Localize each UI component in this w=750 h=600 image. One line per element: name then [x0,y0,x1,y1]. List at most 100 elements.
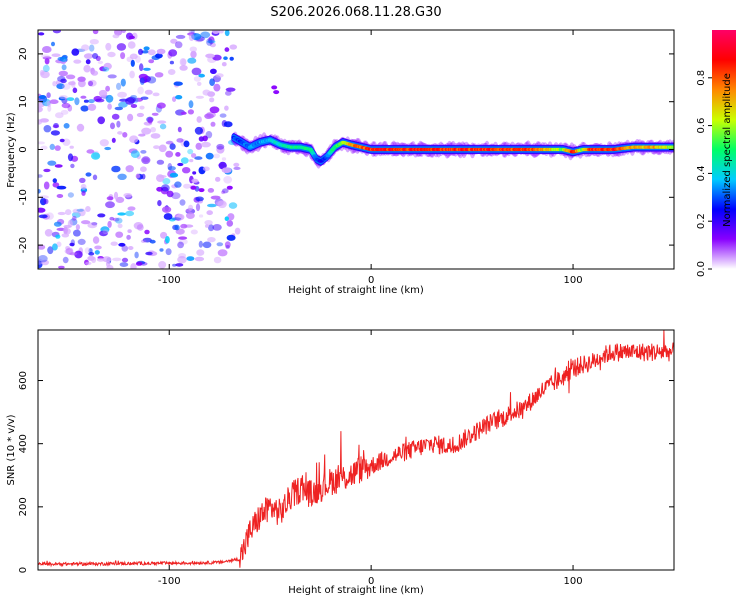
noise-blob [156,102,166,109]
noise-blob [89,39,99,45]
noise-blob [143,67,151,71]
noise-blob [148,59,155,64]
noise-blob [142,237,152,243]
noise-blob [119,262,129,267]
noise-blob [117,173,127,180]
noise-blob [91,222,98,226]
spectrogram-x-tick-label: -100 [158,275,181,286]
noise-blob [67,219,73,228]
noise-blob [121,30,126,34]
noise-blob [42,56,52,60]
noise-blob [46,92,51,99]
noise-blob [125,165,134,173]
noise-blob [87,255,95,261]
chart-title: S206.2026.068.11.28.G30 [270,5,441,20]
noise-blob [198,73,205,78]
noise-blob [165,236,170,244]
noise-blob [212,224,222,231]
noise-blob [191,153,197,158]
noise-blob [55,112,64,119]
noise-blob [115,196,125,203]
noise-blob [189,46,197,52]
noise-blob [47,160,57,166]
noise-blob [72,87,78,94]
noise-blob [271,85,278,90]
noise-blob [49,99,59,104]
noise-blob [169,172,179,178]
noise-blob [47,105,52,112]
noise-blob [127,113,134,122]
noise-blob [129,53,138,60]
noise-blob [177,126,182,133]
noise-blob [107,74,117,79]
snr-plot-area [38,330,674,570]
noise-blob [42,46,52,53]
noise-blob [102,66,110,72]
noise-blob [150,133,161,139]
snr-y-tick-label: 600 [18,371,29,390]
noise-blob [172,263,177,267]
noise-blob [209,106,220,114]
noise-blob [151,112,159,116]
noise-blob [225,87,236,92]
noise-blob [113,191,119,200]
noise-blob [74,250,83,259]
noise-blob [144,229,150,235]
noise-blob [190,185,197,190]
noise-blob [38,141,45,145]
noise-blob [80,105,89,112]
noise-blob [129,70,135,79]
noise-blob [130,59,135,67]
noise-blob [106,196,114,201]
snr-y-axis-label: SNR (10 * v/v) [6,414,17,485]
noise-blob [196,116,202,123]
noise-blob [226,185,233,190]
noise-blob [56,194,64,198]
noise-blob [200,31,211,39]
noise-blob [163,213,173,220]
noise-blob [222,188,229,194]
noise-blob [156,48,166,55]
noise-blob [102,256,112,263]
noise-blob [141,50,150,54]
noise-blob [140,96,149,100]
noise-blob [187,109,194,115]
noise-blob [72,215,77,221]
noise-blob [175,152,181,157]
noise-blob [213,256,222,264]
noise-blob [63,123,70,129]
noise-blob [111,165,121,173]
noise-blob [225,245,230,249]
noise-blob [125,97,135,105]
snr-x-tick-label: 100 [564,576,583,587]
noise-blob [109,216,115,221]
noise-blob [94,250,100,255]
spectrogram-trace [230,131,674,169]
noise-blob [91,152,101,160]
snr-x-ticks: -100 0 100 [158,330,583,587]
noise-blob [157,200,162,207]
noise-blob [149,239,156,244]
noise-blob [97,60,104,64]
noise-blob [188,204,194,211]
noise-blob [127,246,134,250]
noise-blob [181,59,187,66]
spectrogram-y-tick-label: -20 [18,237,29,253]
noise-blob [182,167,191,174]
noise-blob [130,150,140,159]
snr-panel: -100 0 100 0 200 400 600 Height of straight l… [6,329,675,596]
noise-blob [207,40,216,44]
noise-blob [61,233,70,238]
noise-blob [138,133,146,137]
noise-blob [196,249,205,256]
noise-blob [130,104,138,108]
noise-blob [49,143,55,150]
noise-blob [110,122,115,130]
noise-blob [98,89,108,97]
noise-blob [136,224,144,231]
noise-blob [117,212,126,216]
noise-blob [175,95,183,100]
spectrogram-y-ticks: -20 -10 0 10 20 [18,48,674,253]
noise-blob [40,70,50,79]
noise-blob [187,148,194,155]
